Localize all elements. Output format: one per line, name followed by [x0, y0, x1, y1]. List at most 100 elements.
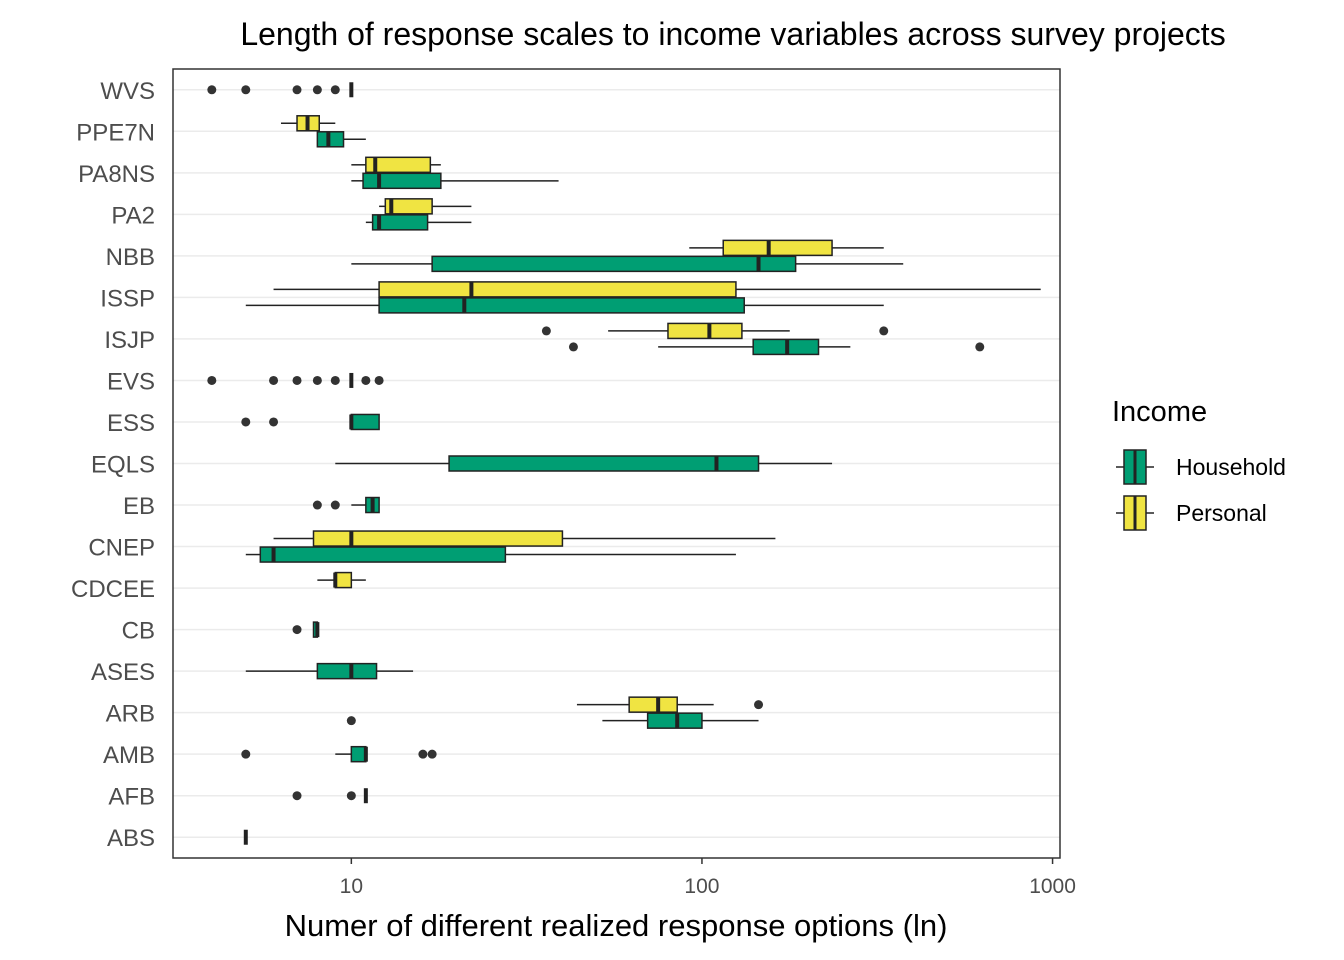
- box-body: [350, 413, 380, 431]
- box-household-ases: [245, 662, 414, 680]
- x-axis-title: Numer of different realized response opt…: [285, 908, 948, 943]
- box-personal-arb: [576, 696, 764, 713]
- outlier-point: [361, 375, 371, 385]
- box-personal-cdcee: [317, 571, 366, 589]
- y-tick-label-wvs: WVS: [100, 78, 155, 105]
- outlier-point: [346, 791, 356, 801]
- y-tick-label-cb: CB: [122, 618, 155, 645]
- box-body: [646, 712, 703, 729]
- y-tick-label-eb: EB: [123, 493, 155, 520]
- legend-item-personal: Personal: [1116, 495, 1267, 531]
- box-body: [259, 546, 507, 563]
- box-household-isjp: [568, 338, 985, 356]
- box-body: [316, 131, 345, 148]
- legend-label-personal: Personal: [1176, 500, 1267, 526]
- box-household-amb: [241, 745, 437, 763]
- y-tick-label-ppe7n: PPE7N: [76, 119, 155, 146]
- panel-border: [172, 68, 1061, 859]
- outlier-point: [207, 375, 217, 385]
- box-personal-isjp: [541, 322, 889, 340]
- y-tick-label-isjp: ISJP: [104, 327, 155, 354]
- box-household-ess: [241, 413, 380, 431]
- y-tick-label-amb: AMB: [103, 742, 155, 769]
- box-household-cb: [292, 621, 320, 638]
- box-body: [378, 281, 737, 298]
- outlier-point: [312, 85, 322, 95]
- box-body: [371, 214, 429, 231]
- outlier-point: [568, 342, 578, 352]
- outlier-point: [292, 375, 302, 385]
- x-tick-label-10: 10: [340, 875, 363, 898]
- outlier-point: [541, 326, 551, 336]
- box-body: [431, 255, 797, 273]
- outlier-point: [312, 500, 322, 510]
- box-personal-pa8ns: [351, 156, 441, 174]
- box-household-pa8ns: [351, 172, 559, 190]
- box-personal-issp: [273, 281, 1041, 298]
- y-tick-label-evs: EVS: [107, 368, 155, 395]
- box-body: [722, 239, 833, 257]
- outlier-point: [292, 791, 302, 801]
- outlier-point: [241, 417, 251, 427]
- outlier-point: [241, 85, 251, 95]
- box-marks: [207, 82, 1041, 845]
- outlier-point: [330, 85, 340, 95]
- outlier-point: [330, 375, 340, 385]
- outlier-point: [975, 342, 985, 352]
- box-body: [448, 455, 760, 472]
- y-tick-label-pa2: PA2: [111, 202, 155, 229]
- box-body: [667, 322, 743, 340]
- outlier-point: [292, 625, 302, 635]
- box-body: [362, 172, 442, 190]
- outlier-point: [330, 500, 340, 510]
- y-tick-label-eqls: EQLS: [91, 452, 155, 479]
- box-household-evs: [207, 372, 384, 388]
- outlier-point: [374, 375, 384, 385]
- box-body: [316, 662, 378, 680]
- box-household-arb: [346, 712, 759, 729]
- legend-label-household: Household: [1176, 454, 1286, 480]
- chart-title: Length of response scales to income vari…: [240, 16, 1225, 52]
- y-tick-label-cdcee: CDCEE: [71, 576, 155, 603]
- box-body: [384, 198, 433, 215]
- box-household-eb: [312, 496, 380, 514]
- legend-item-household: Household: [1116, 449, 1286, 485]
- y-tick-label-issp: ISSP: [100, 285, 155, 312]
- box-household-cnep: [245, 546, 736, 563]
- box-body: [334, 571, 353, 589]
- outlier-point: [207, 85, 217, 95]
- outlier-point: [269, 417, 279, 427]
- box-household-ppe7n: [316, 131, 366, 148]
- box-body: [312, 530, 564, 547]
- box-household-pa2: [365, 214, 472, 231]
- y-tick-label-afb: AFB: [108, 784, 155, 811]
- box-personal-ppe7n: [280, 115, 336, 132]
- box-personal-pa2: [379, 198, 472, 215]
- box-household-nbb: [351, 255, 904, 273]
- y-axis-labels: WVS PPE7N PA8NS PA2 NBB ISSP ISJP EVS ESS EQLS EB C…: [71, 78, 155, 852]
- y-tick-label-cnep: CNEP: [88, 535, 155, 562]
- box-personal-cnep: [273, 530, 776, 547]
- outlier-point: [292, 85, 302, 95]
- outlier-point: [269, 375, 279, 385]
- legend: Income Household Personal: [1112, 396, 1286, 531]
- box-household-wvs: [207, 82, 354, 98]
- outlier-point: [241, 749, 251, 759]
- y-tick-label-ases: ASES: [91, 659, 155, 686]
- outlier-point: [418, 749, 428, 759]
- x-tick-label-1000: 1000: [1029, 875, 1076, 898]
- x-tick-label-100: 100: [684, 875, 719, 898]
- box-household-afb: [292, 788, 368, 804]
- y-tick-label-pa8ns: PA8NS: [78, 161, 155, 188]
- legend-title: Income: [1112, 396, 1207, 428]
- outlier-point: [879, 326, 889, 336]
- outlier-point: [427, 749, 437, 759]
- box-body: [365, 156, 432, 174]
- box-body: [378, 297, 745, 314]
- box-household-eqls: [335, 455, 833, 472]
- outlier-point: [754, 700, 764, 710]
- y-tick-label-abs: ABS: [107, 825, 155, 852]
- x-axis: 10 100 1000: [340, 858, 1076, 898]
- box-personal-nbb: [689, 239, 884, 257]
